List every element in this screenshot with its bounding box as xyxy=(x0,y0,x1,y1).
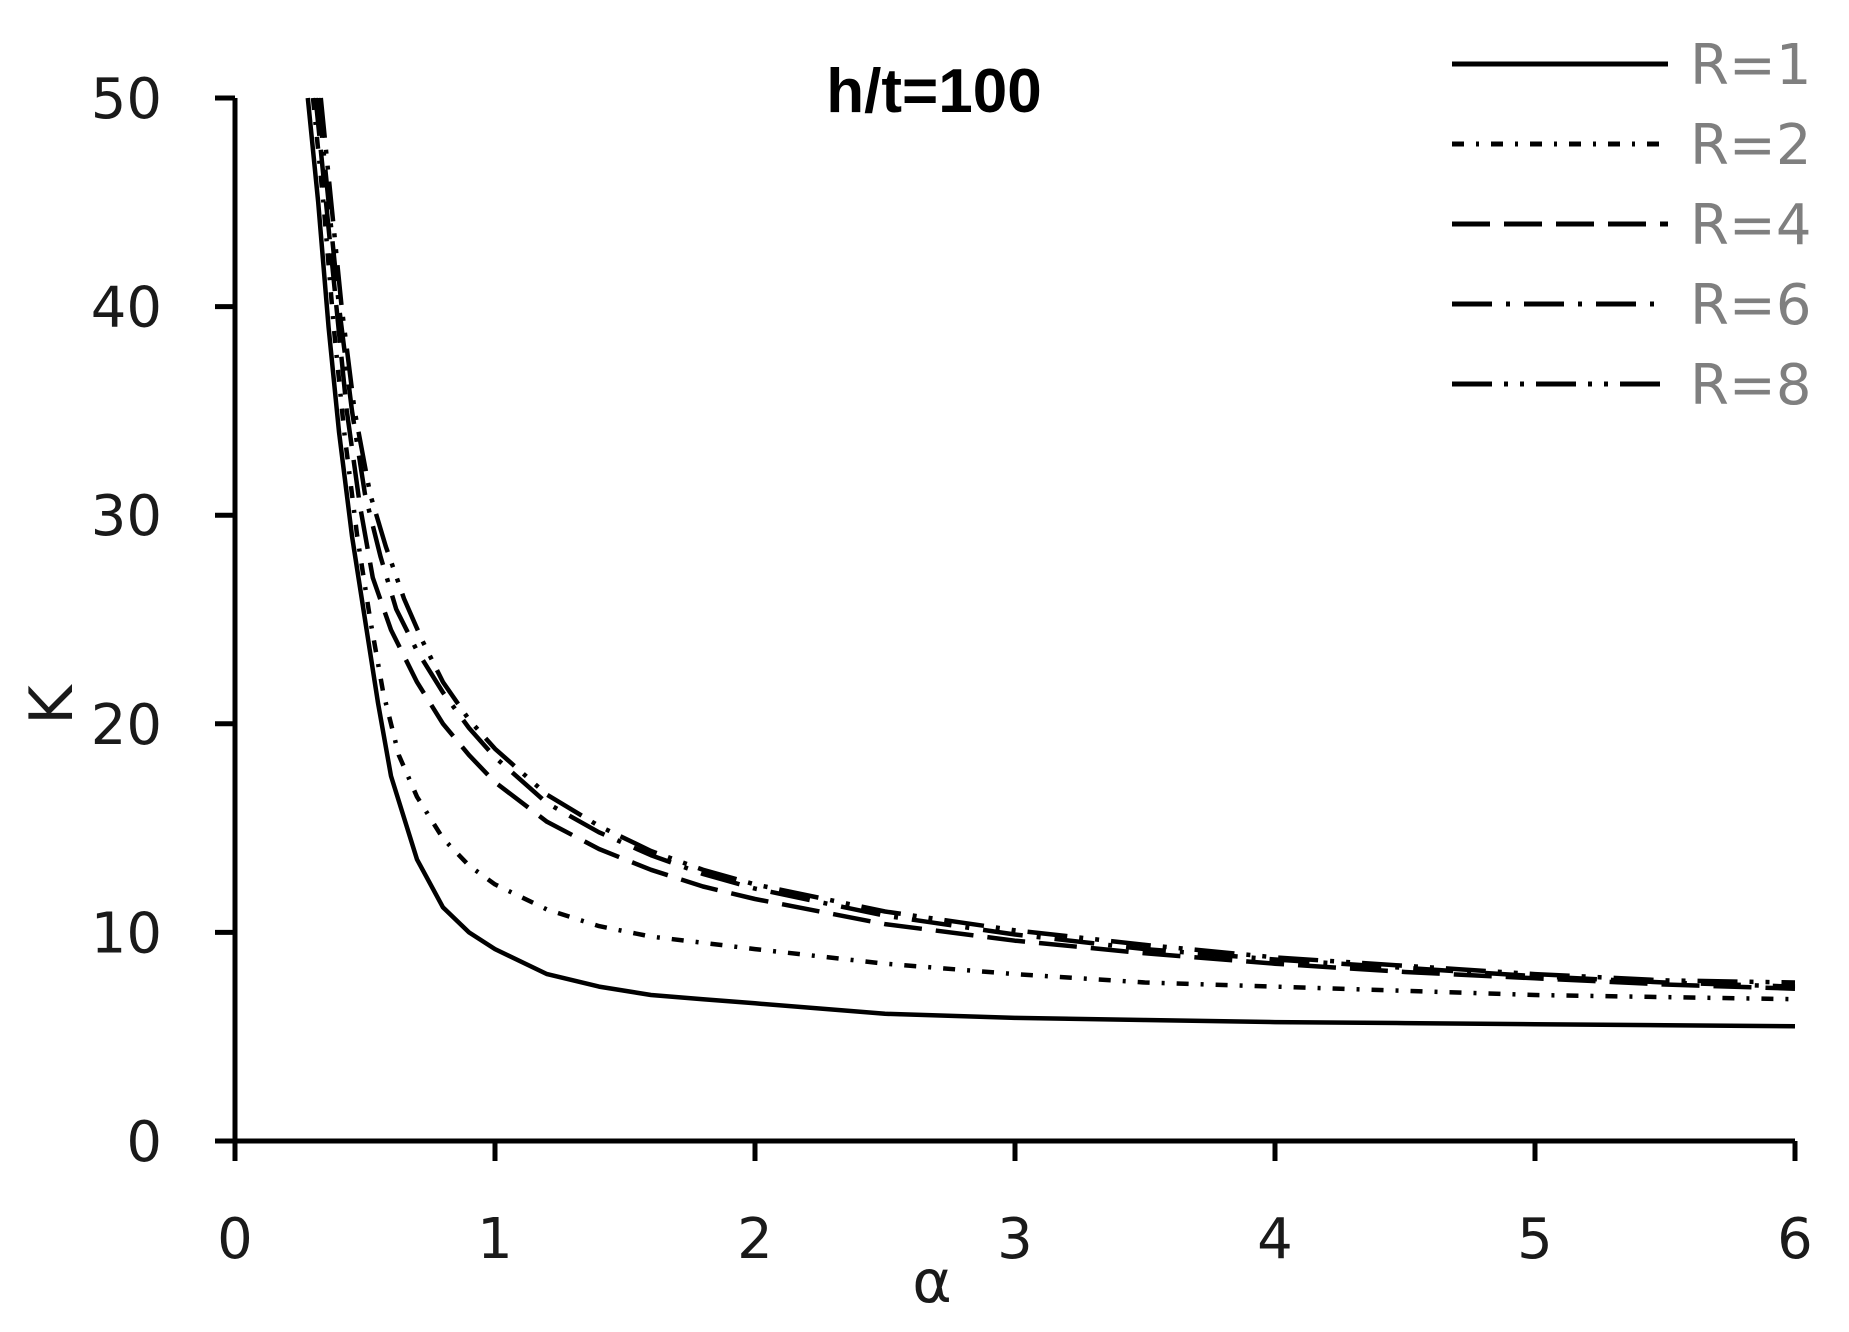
x-tick-label: 0 xyxy=(217,1207,253,1272)
legend-label-r-2: R=2 xyxy=(1690,113,1811,178)
legend-label-r-4: R=4 xyxy=(1690,193,1811,258)
legend: R=1 R=2 R=4 R=6 R=8 xyxy=(1452,33,1811,418)
y-tick-label: 30 xyxy=(91,484,162,549)
y-tick-label: 10 xyxy=(91,901,162,966)
y-tick-label: 50 xyxy=(91,67,162,132)
x-axis-label: α xyxy=(912,1247,952,1317)
legend-label-r-8: R=8 xyxy=(1690,353,1811,418)
x-tick-label: 6 xyxy=(1777,1207,1813,1272)
chart-title: h/t=100 xyxy=(826,57,1041,126)
series-line-r-6 xyxy=(315,97,1796,989)
y-axis-label: K xyxy=(17,684,87,725)
ticks: 0 10 20 30 40 50 0 1 2 3 4 5 6 xyxy=(91,67,1813,1272)
series-line-r-4 xyxy=(313,97,1796,991)
y-tick-label: 40 xyxy=(91,276,162,341)
x-tick-label: 2 xyxy=(737,1207,773,1272)
series-line-r-2 xyxy=(310,97,1796,1002)
axes xyxy=(232,98,1795,1144)
y-tick-label: 20 xyxy=(91,693,162,758)
legend-label-r-1: R=1 xyxy=(1690,33,1811,98)
series-line-r-8 xyxy=(318,97,1796,985)
x-tick-label: 3 xyxy=(997,1207,1033,1272)
legend-label-r-6: R=6 xyxy=(1690,273,1811,338)
x-tick-label: 4 xyxy=(1257,1207,1293,1272)
y-tick-label: 0 xyxy=(126,1110,162,1175)
series-lines xyxy=(305,97,1796,1029)
x-tick-label: 1 xyxy=(477,1207,513,1272)
series-line-r-1 xyxy=(305,97,1796,1029)
x-tick-label: 5 xyxy=(1517,1207,1553,1272)
